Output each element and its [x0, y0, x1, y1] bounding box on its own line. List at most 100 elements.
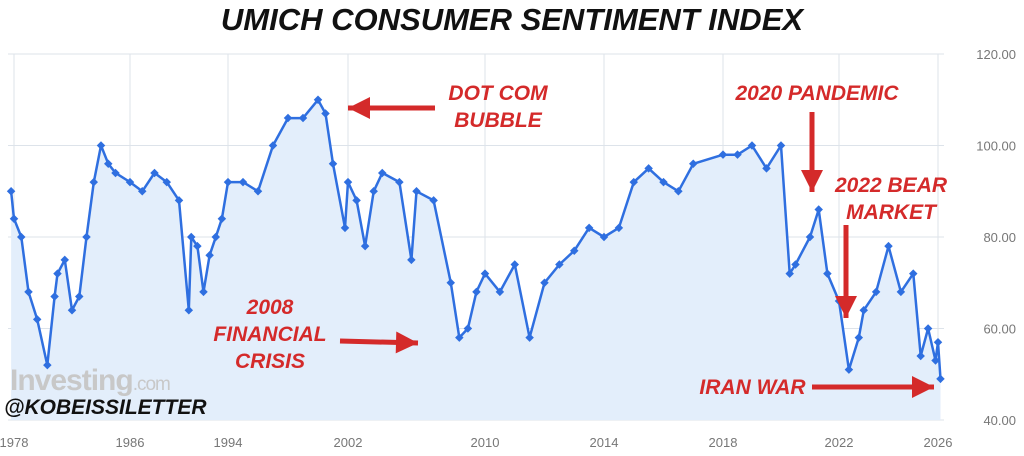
data-point — [343, 177, 353, 187]
data-point — [936, 374, 945, 384]
y-tick-label: 100.00 — [976, 139, 1016, 154]
annotation-bear-line2: MARKET — [846, 201, 936, 224]
arrow-pandemic-head — [801, 170, 823, 192]
data-point — [162, 177, 171, 187]
data-point — [495, 287, 505, 297]
arrow-dotcom-head — [348, 97, 370, 119]
data-point — [283, 113, 293, 123]
x-tick-label: 2002 — [334, 435, 363, 450]
data-point — [446, 278, 455, 287]
data-point — [480, 269, 490, 278]
data-point — [378, 168, 387, 178]
data-point — [199, 287, 208, 297]
data-point — [223, 177, 233, 187]
data-point — [463, 324, 473, 333]
data-point — [184, 305, 194, 315]
annotation-gfc-line2: FINANCIAL — [213, 323, 327, 346]
data-point — [238, 177, 248, 187]
x-tick-label: 2014 — [590, 435, 619, 450]
y-tick-label: 120.00 — [976, 47, 1016, 62]
data-point — [313, 95, 323, 104]
data-point — [253, 187, 263, 196]
annotation-gfc-line1: 2008 — [246, 296, 294, 319]
investing-watermark: Investing.com — [10, 364, 171, 398]
x-tick-label: 1978 — [0, 435, 28, 450]
chart-title: UMICH CONSUMER SENTIMENT INDEX — [220, 2, 804, 37]
data-point — [321, 109, 330, 118]
data-point — [340, 223, 350, 233]
data-point — [525, 333, 534, 342]
arrow-gfc-head — [395, 331, 418, 354]
data-point — [412, 187, 421, 196]
data-point — [138, 187, 147, 196]
data-point — [540, 278, 549, 287]
data-point — [187, 232, 196, 242]
data-point — [395, 177, 404, 187]
data-point — [510, 260, 519, 269]
data-point — [104, 159, 113, 169]
data-point — [871, 287, 881, 297]
data-point — [859, 305, 868, 315]
data-point — [82, 232, 91, 242]
data-point — [352, 196, 361, 205]
watermark-suffix: .com — [132, 374, 171, 395]
annotation-iran-war: IRAN WAR — [699, 376, 806, 399]
data-point — [909, 269, 918, 278]
data-point — [844, 365, 854, 374]
data-point — [298, 113, 308, 123]
data-point — [369, 187, 378, 196]
data-point — [32, 315, 42, 324]
x-tick-label: 2010 — [471, 435, 500, 450]
data-point — [43, 360, 52, 370]
annotation-bear-market: 2022 BEAR MARKET — [826, 172, 956, 226]
data-point — [823, 269, 832, 278]
data-point — [75, 292, 84, 301]
annotation-gfc: 2008 FINANCIAL CRISIS — [205, 294, 335, 375]
twitter-handle: @KOBEISSILETTER — [4, 396, 207, 419]
arrow-bear-head — [835, 296, 857, 318]
data-point — [791, 260, 800, 269]
data-point — [328, 159, 338, 169]
x-tick-label: 2026 — [924, 435, 953, 450]
annotation-bear-line1: 2022 BEAR — [834, 174, 948, 197]
annotation-pandemic: 2020 PANDEMIC — [735, 82, 899, 105]
data-point — [785, 269, 794, 278]
data-point — [89, 177, 98, 187]
data-point — [50, 292, 59, 301]
data-point — [174, 196, 184, 205]
data-point — [217, 214, 227, 223]
data-point — [854, 333, 864, 342]
data-point — [125, 177, 135, 187]
annotation-dotcom-line1: DOT COM — [448, 82, 548, 105]
annotation-dotcom-line2: BUBBLE — [454, 109, 542, 132]
series-area — [11, 99, 941, 421]
data-point — [360, 241, 370, 251]
y-tick-label: 60.00 — [983, 322, 1016, 337]
data-point — [407, 255, 416, 265]
data-point — [472, 287, 481, 297]
data-point — [150, 168, 159, 178]
data-point — [211, 232, 220, 242]
y-tick-label: 80.00 — [983, 230, 1016, 245]
data-point — [111, 168, 120, 178]
annotation-dotcom: DOT COM BUBBLE — [428, 80, 568, 134]
data-point — [896, 287, 906, 297]
data-point — [53, 269, 62, 278]
data-point — [429, 196, 438, 205]
x-tick-label: 1994 — [214, 435, 243, 450]
data-point — [923, 324, 933, 333]
data-point — [455, 333, 464, 342]
x-tick-label: 1986 — [116, 435, 145, 450]
data-point — [268, 141, 278, 150]
data-point — [67, 305, 77, 315]
data-point — [24, 287, 33, 297]
data-point — [96, 141, 106, 150]
annotation-gfc-line3: CRISIS — [234, 350, 305, 373]
y-tick-label: 40.00 — [983, 413, 1016, 428]
watermark-brand: Investing — [10, 364, 134, 397]
data-point — [931, 356, 940, 365]
arrow-iran-head — [912, 376, 934, 398]
data-point — [916, 351, 925, 361]
data-point — [193, 241, 202, 251]
